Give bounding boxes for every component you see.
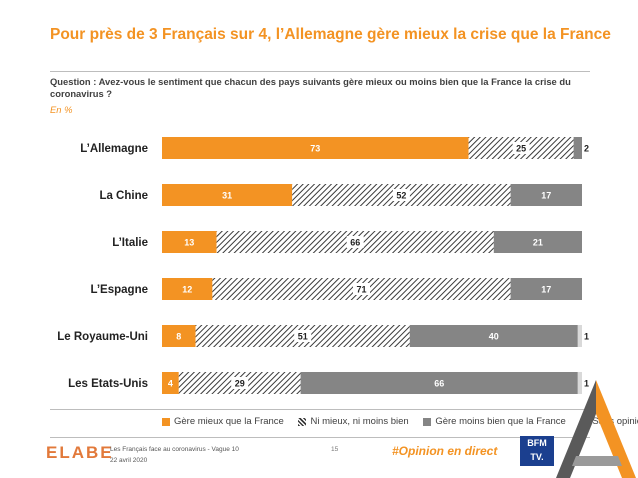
bar-better [162,325,196,347]
value-label-worse: 2 [584,144,589,154]
page-number: 15 [331,446,339,453]
value-label-better: 8 [176,332,181,342]
value-label-worse: 17 [541,285,551,295]
legend-divider [50,409,590,410]
bar-worse [510,278,582,300]
value-label-better: 12 [182,285,192,295]
footer-source: Les Français face au coronavirus - Vague… [110,444,239,466]
value-label-neither: 71 [356,285,366,295]
tv-text: TV. [530,452,544,462]
bar-worse [300,372,578,394]
value-label-worse: 17 [541,191,551,201]
legend-item-better: Gère mieux que la France [162,416,284,427]
category-label: L’Espagne [90,284,148,296]
value-label-worse: 66 [434,379,444,389]
footer-divider [50,437,590,438]
elabe-logo: ELABE [46,443,114,462]
value-label-bg [294,330,312,342]
value-label-bg [512,142,530,154]
category-label: Le Royaume-Uni [57,331,148,343]
legend-label-no-opinion: Sans opinion [592,416,638,427]
legend-label-neither: Ni mieux, ni moins bien [310,416,409,427]
category-label: La Chine [99,190,148,202]
page-title: Pour près de 3 Français sur 4, l’Allemag… [50,26,611,43]
question-text: Question : Avez-vous le sentiment que ch… [50,76,571,99]
value-label-worse: 21 [533,238,543,248]
hashtag: #Opinion en direct [392,444,498,458]
legend-item-neither: Ni mieux, ni moins bien [298,416,409,427]
footer-date: 22 avril 2020 [110,457,148,464]
value-label-neither: 66 [350,238,360,248]
value-label-better: 13 [184,238,194,248]
bar-worse [510,184,582,206]
bar-worse [493,231,582,253]
bar-better [162,137,469,159]
bar-better [162,184,293,206]
value-label-better: 73 [310,144,320,154]
value-label-bg [231,377,249,389]
value-label-neither: 29 [235,379,245,389]
value-label-no-opinion: 1 [584,379,589,389]
decorative-triangle-icon [556,380,636,478]
legend-swatch-worse [423,417,432,426]
legend-swatch-neither [298,417,307,426]
category-label: L’Allemagne [80,143,148,155]
legend-label-better: Gère mieux que la France [174,416,284,427]
bar-worse [409,325,578,347]
bfmtv-logo: BFM TV. [520,436,554,466]
unit-label: En % [50,104,73,115]
bar-no-opinion [577,372,582,394]
title-divider [50,71,590,72]
value-label-neither: 51 [298,332,308,342]
category-label: L’Italie [112,237,148,249]
legend-item-worse: Gère moins bien que la France [423,416,566,427]
value-label-neither: 25 [516,144,526,154]
bar-better [162,231,217,253]
bar-worse [573,137,582,159]
bar-no-opinion [577,325,582,347]
category-label: Les Etats-Unis [68,378,148,390]
legend-label-worse: Gère moins bien que la France [435,416,566,427]
legend-swatch-better [162,417,170,426]
value-label-bg [353,283,370,295]
bfm-text: BFM [527,438,547,448]
value-label-neither: 52 [396,191,406,201]
value-label-bg [346,236,364,248]
value-label-bg [392,189,410,201]
bar-better [162,372,179,394]
value-label-no-opinion: 1 [584,332,589,342]
value-label-better: 4 [168,379,173,389]
value-label-worse: 40 [489,332,499,342]
bar-better [162,278,213,300]
footer-source-title: Les Français face au coronavirus - Vague… [110,446,239,453]
value-label-better: 31 [222,191,232,201]
